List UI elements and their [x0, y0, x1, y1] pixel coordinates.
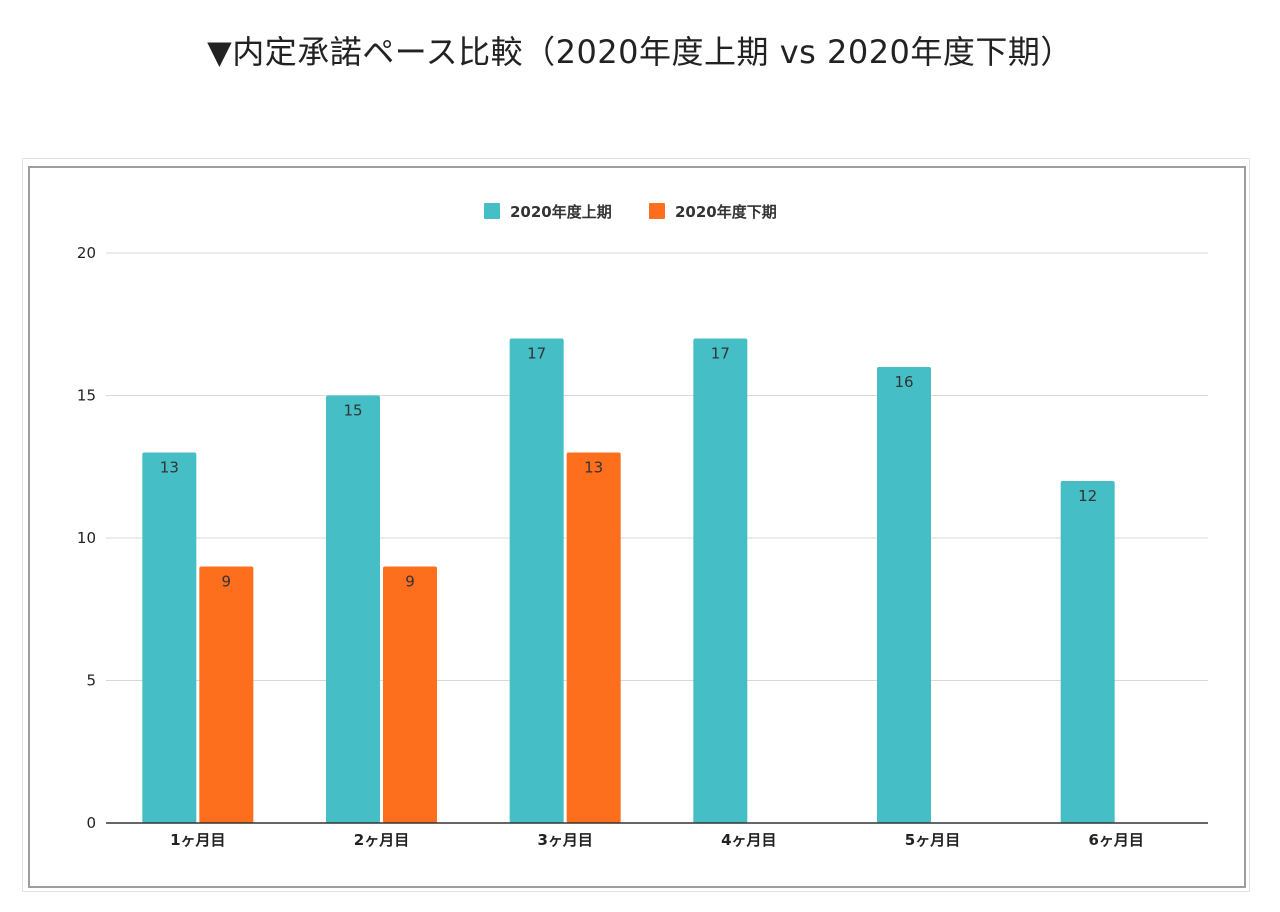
- bar-value-label: 13: [584, 459, 603, 477]
- legend-label: 2020年度上期: [510, 203, 612, 221]
- x-category-label: 4ヶ月目: [721, 831, 776, 849]
- y-tick-label: 20: [77, 244, 96, 262]
- x-category-label: 3ヶ月目: [537, 831, 592, 849]
- legend: 2020年度上期 2020年度下期: [484, 203, 777, 221]
- bar-value-label: 15: [343, 402, 362, 420]
- data-labels: 13 9 15 9 17 13 17 16 12: [160, 345, 1097, 591]
- legend-swatch: [649, 203, 665, 219]
- legend-label: 2020年度下期: [675, 203, 777, 221]
- y-tick-label: 15: [77, 387, 96, 405]
- y-tick-label: 10: [77, 529, 96, 547]
- x-category-label: 6ヶ月目: [1088, 831, 1143, 849]
- x-axis: 1ヶ月目 2ヶ月目 3ヶ月目 4ヶ月目 5ヶ月目 6ヶ月目: [106, 822, 1208, 849]
- gridlines: [106, 252, 1208, 681]
- bar-value-label: 17: [711, 345, 730, 363]
- y-tick-label: 5: [86, 672, 96, 690]
- bar: [199, 566, 254, 823]
- y-axis-ticks: 0 5 10 15 20: [77, 244, 96, 832]
- bar-value-label: 9: [405, 573, 415, 591]
- x-category-label: 1ヶ月目: [170, 831, 225, 849]
- bar: [1060, 481, 1115, 823]
- bar-value-label: 12: [1078, 487, 1097, 505]
- legend-swatch: [484, 203, 500, 219]
- bar: [383, 566, 437, 823]
- bar: [877, 367, 931, 823]
- bar-value-label: 16: [894, 373, 913, 391]
- bar-value-label: 17: [527, 345, 546, 363]
- x-category-label: 2ヶ月目: [354, 831, 409, 849]
- page-title: ▼内定承諾ペース比較（2020年度上期 vs 2020年度下期）: [207, 33, 1073, 71]
- x-category-label: 5ヶ月目: [905, 831, 960, 849]
- y-tick-label: 0: [86, 814, 96, 832]
- bars: [142, 338, 1115, 823]
- bar: [142, 452, 197, 823]
- bar-value-label: 13: [160, 459, 179, 477]
- bar: [326, 395, 380, 823]
- bar: [693, 338, 748, 823]
- bar-value-label: 9: [222, 573, 232, 591]
- bar: [509, 338, 564, 823]
- bar: [566, 452, 621, 823]
